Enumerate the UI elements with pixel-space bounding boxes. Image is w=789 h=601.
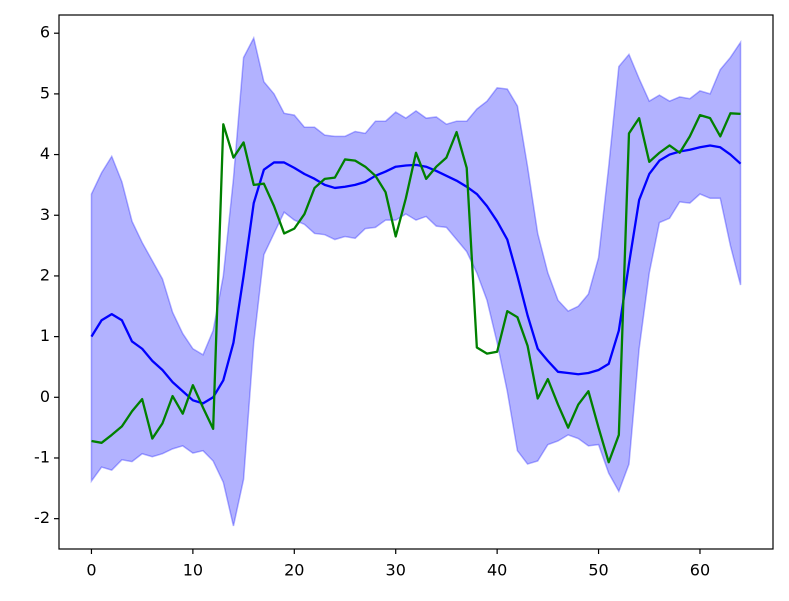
x-tick-label: 20: [284, 561, 304, 580]
y-tick-label: -2: [34, 508, 50, 527]
y-tick-label: 6: [40, 23, 50, 42]
x-tick-label: 0: [86, 561, 96, 580]
x-tick-label: 30: [386, 561, 406, 580]
x-tick-label: 40: [487, 561, 507, 580]
plot-frame: [58, 14, 774, 550]
line: [91, 112, 741, 464]
y-tick-label: 1: [40, 326, 50, 345]
y-tick-label: 2: [40, 265, 50, 284]
band-area: [90, 35, 742, 527]
x-tick-label: 50: [588, 561, 608, 580]
y-tick-label: 3: [40, 205, 50, 224]
y-tick-label: 4: [40, 144, 50, 163]
y-tick-label: -1: [34, 447, 50, 466]
x-tick-label: 10: [183, 561, 203, 580]
y-tick-label: 5: [40, 83, 50, 102]
x-tick-label: 60: [690, 561, 710, 580]
y-tick-label: 0: [40, 387, 50, 406]
